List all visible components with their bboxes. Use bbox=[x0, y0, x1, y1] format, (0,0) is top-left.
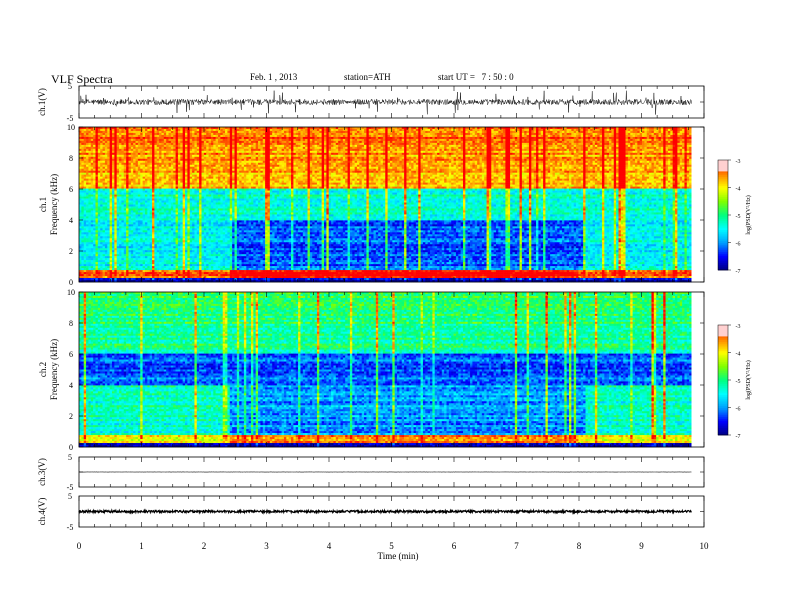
ch1-spectrogram-ytick-label: 2 bbox=[69, 247, 73, 256]
ch1-spectrogram-colorbar-tick-label: -6 bbox=[736, 242, 741, 248]
ch2-spectrogram-colorbar-label: log(PSD(V²/Hz) bbox=[745, 360, 752, 399]
ch2-spectrogram-ytick-label: 6 bbox=[69, 350, 73, 359]
ch2-spectrogram-colorbar bbox=[718, 325, 728, 435]
ch4-waveform-ylabel: ch.4(V) bbox=[37, 498, 47, 526]
ch1-spectrogram-ytick-label: 8 bbox=[69, 154, 73, 163]
x-tick-label: 10 bbox=[700, 541, 710, 551]
ch2-spectrogram-colorbar-tick-label: -5 bbox=[736, 379, 741, 385]
ch1-spectrogram-colorbar-label: log(PSD(V²/Hz) bbox=[745, 195, 752, 234]
ch2-spectrogram-ytick-label: 2 bbox=[69, 412, 73, 421]
ch2-spectrogram-colorbar-tick-label: -4 bbox=[736, 352, 741, 358]
ch1-spectrogram-cells bbox=[79, 127, 692, 282]
x-tick-label: 4 bbox=[327, 541, 332, 551]
ch1-spectrogram-ylabel-channel: ch.1 bbox=[38, 197, 48, 212]
ch1-waveform-trace bbox=[79, 91, 692, 115]
ch2-spectrogram-ylabel-channel: ch.2 bbox=[38, 362, 48, 377]
ch2-spectrogram-colorbar-tick-label: -3 bbox=[736, 324, 741, 330]
x-tick-label: 0 bbox=[77, 541, 82, 551]
ch1-spectrogram-blank bbox=[692, 127, 705, 282]
ch2-spectrogram-cells bbox=[79, 292, 692, 447]
x-tick-label: 2 bbox=[202, 541, 207, 551]
ch1-spectrogram-ylabel-freq: Frequency (kHz) bbox=[49, 174, 59, 235]
ch1-spectrogram-ytick-label: 4 bbox=[69, 216, 73, 225]
ch1-spectrogram-colorbar-tick-label: -7 bbox=[736, 269, 741, 275]
ch1-spectrogram-colorbar-tick-label: -5 bbox=[736, 214, 741, 220]
x-tick-label: 5 bbox=[389, 541, 394, 551]
ch4-waveform-ytick-label: 5 bbox=[68, 492, 72, 501]
ch4-waveform-ytick-label: -5 bbox=[67, 523, 74, 532]
x-tick-label: 1 bbox=[139, 541, 144, 551]
ch1-spectrogram-ytick-label: 10 bbox=[67, 123, 75, 132]
ch4-waveform-trace bbox=[79, 510, 692, 512]
ch1-spectrogram-colorbar-tick-label: -4 bbox=[736, 187, 741, 193]
ch1-spectrogram-colorbar-tick-label: -3 bbox=[736, 159, 741, 165]
ch3-waveform-ylabel: ch.3(V) bbox=[37, 458, 47, 486]
ch2-spectrogram-ytick-label: 10 bbox=[67, 288, 75, 297]
ch1-spectrogram-ytick-label: 0 bbox=[69, 278, 73, 287]
x-tick-label: 3 bbox=[264, 541, 269, 551]
ch2-spectrogram-ytick-label: 8 bbox=[69, 319, 73, 328]
x-tick-label: 7 bbox=[514, 541, 519, 551]
x-tick-label: 8 bbox=[577, 541, 582, 551]
ch2-spectrogram-ytick-label: 0 bbox=[69, 443, 73, 452]
ch1-spectrogram-ytick-label: 6 bbox=[69, 185, 73, 194]
ch3-waveform-ytick-label: 5 bbox=[68, 453, 72, 462]
ch1-waveform-ytick-label: -5 bbox=[67, 114, 74, 123]
ch2-spectrogram-blank bbox=[692, 292, 705, 447]
vlf-figure: 5-5ch.1(V)0246810ch.1 Frequency (kHz)-3-4… bbox=[0, 0, 792, 612]
ch1-waveform-ylabel: ch.1(V) bbox=[37, 88, 47, 116]
ch1-spectrogram-colorbar bbox=[718, 160, 728, 270]
ch3-waveform-ytick-label: -5 bbox=[67, 483, 74, 492]
ch2-spectrogram-colorbar-tick-label: -6 bbox=[736, 407, 741, 413]
x-tick-label: 6 bbox=[452, 541, 457, 551]
x-tick-label: 9 bbox=[639, 541, 644, 551]
ch1-waveform-ytick-label: 5 bbox=[68, 82, 72, 91]
ch2-spectrogram-ytick-label: 4 bbox=[69, 381, 73, 390]
x-axis-label: Time (min) bbox=[378, 551, 419, 561]
ch2-spectrogram-ylabel-freq: Frequency (kHz) bbox=[49, 339, 59, 400]
ch2-spectrogram-colorbar-tick-label: -7 bbox=[736, 434, 741, 440]
